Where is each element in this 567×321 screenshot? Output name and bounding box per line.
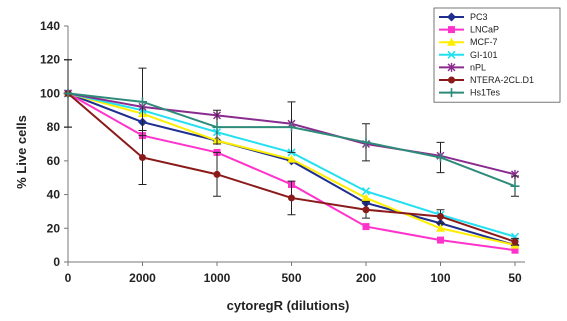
y-tick-label: 140 <box>40 19 60 33</box>
data-point <box>437 212 444 220</box>
data-point <box>437 236 444 244</box>
legend-marker <box>447 50 456 59</box>
y-tick-label: 20 <box>47 221 61 235</box>
x-tick-label: 2000 <box>129 271 156 285</box>
data-point <box>362 206 370 214</box>
legend-marker <box>448 76 455 84</box>
legend-marker <box>447 88 456 98</box>
data-point <box>436 223 445 232</box>
x-tick-label: 0 <box>65 271 72 285</box>
legend-item-gi-101: GI-101 <box>439 50 498 60</box>
data-point <box>288 194 295 202</box>
legend-label: LNCaP <box>470 25 499 35</box>
data-point <box>138 97 147 107</box>
x-axis-title: cytoregR (dilutions) <box>227 298 350 313</box>
series-hs1tes <box>63 59 520 197</box>
data-point <box>510 232 520 241</box>
data-point <box>361 193 371 202</box>
data-point <box>139 153 146 161</box>
data-point <box>436 152 445 162</box>
data-point <box>362 223 370 231</box>
legend-marker <box>448 26 455 34</box>
x-tick-label: 100 <box>430 271 450 285</box>
y-tick-label: 120 <box>40 53 60 67</box>
legend-marker <box>447 12 456 22</box>
data-point <box>511 238 519 246</box>
legend-item-npl: nPL <box>439 62 486 72</box>
y-tick-label: 60 <box>47 154 61 168</box>
y-tick-label: 100 <box>40 86 60 100</box>
data-point <box>63 88 73 98</box>
y-tick-label: 80 <box>47 120 61 134</box>
legend-marker <box>447 37 456 46</box>
data-point <box>287 154 296 163</box>
data-point <box>511 246 519 254</box>
y-tick-label: 40 <box>47 188 61 202</box>
data-point <box>213 170 221 178</box>
legend-item-ntera-2cl-d1: NTERA-2CL.D1 <box>439 75 534 85</box>
legend-label: nPL <box>470 62 486 72</box>
data-point <box>361 137 371 147</box>
x-tick-label: 200 <box>356 271 376 285</box>
y-tick-label: 0 <box>53 255 60 269</box>
legend-label: GI-101 <box>470 50 498 60</box>
legend-item-mcf-7: MCF-7 <box>439 37 498 47</box>
legend-item-pc3: PC3 <box>439 12 488 22</box>
legend-item-lncap: LNCaP <box>439 25 499 35</box>
y-axis-title: % Live cells <box>14 115 29 189</box>
data-point <box>287 122 296 132</box>
x-tick-label: 500 <box>281 271 301 285</box>
legend-label: Hs1Tes <box>470 88 501 98</box>
x-tick-label: 50 <box>508 271 522 285</box>
data-point <box>212 122 222 132</box>
series-ntera-2cl-d1 <box>64 59 519 246</box>
legend-label: PC3 <box>470 12 488 22</box>
data-point <box>361 187 371 196</box>
y-axis-title-group: % Live cells <box>14 115 29 189</box>
legend-item-hs1tes: Hs1Tes <box>439 88 501 98</box>
legend: PC3 LNCaP MCF-7 GI-101 nPL NTERA-2CL.D1 Hs1Tes <box>433 7 561 103</box>
series-layer <box>63 59 520 254</box>
x-tick-label: 1000 <box>204 271 231 285</box>
legend-marker <box>447 62 456 72</box>
data-point <box>510 181 520 191</box>
legend-label: NTERA-2CL.D1 <box>470 75 534 85</box>
axes: 0 20 40 60 80 100 120 140 0 2000 1000 500 200 100 50 <box>40 19 525 285</box>
legend-label: MCF-7 <box>470 37 498 47</box>
